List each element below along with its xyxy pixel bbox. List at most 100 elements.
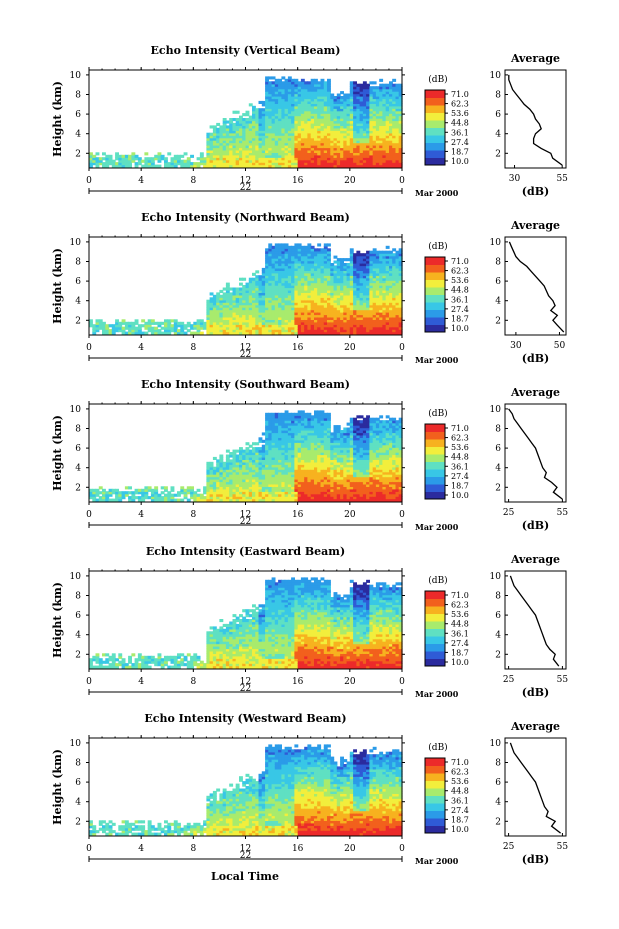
heatmap-cell — [232, 147, 237, 151]
heatmap-cell — [229, 127, 234, 131]
heatmap-cell — [245, 113, 250, 117]
heatmap-cell — [252, 162, 256, 166]
heatmap-cell — [212, 145, 217, 149]
colorbar-label: 10.0 — [451, 157, 469, 166]
heatmap-cell — [239, 142, 243, 146]
heatmap-cell — [268, 149, 273, 153]
heatmap-cell — [252, 149, 256, 153]
heatmap-cell — [314, 149, 318, 153]
heatmap-cell — [232, 154, 237, 158]
heatmap-cell — [320, 157, 325, 161]
heatmap-cell — [300, 98, 305, 102]
heatmap-cell — [271, 135, 276, 139]
heatmap-cell — [287, 81, 292, 85]
heatmap-cell — [239, 149, 243, 153]
heatmap-cell — [294, 91, 299, 95]
heatmap-cell — [323, 120, 328, 124]
avg-x-label: (dB) — [522, 352, 549, 365]
heatmap-cell — [274, 86, 279, 90]
heatmap-cell — [304, 98, 309, 102]
heatmap-cell — [258, 113, 263, 117]
heatmap-cell — [242, 162, 247, 166]
avg-profile-line — [508, 74, 563, 166]
panel-title: Echo Intensity (Northward Beam) — [141, 211, 350, 224]
heatmap-cell — [89, 152, 93, 156]
heatmap-cell — [317, 140, 322, 144]
heatmap-cell — [261, 122, 266, 126]
heatmap-cell — [284, 86, 289, 90]
heatmap-cell — [310, 147, 315, 151]
heatmap-cell — [284, 137, 289, 141]
heatmap-cell — [317, 108, 322, 112]
heatmap-cell — [216, 135, 221, 139]
colorbar-swatch — [425, 157, 445, 166]
heatmap-cell — [255, 149, 260, 153]
heatmap-cell — [287, 142, 292, 146]
heatmap-cell — [291, 145, 295, 149]
heatmap-cell — [297, 88, 302, 92]
heatmap-cell — [248, 132, 253, 136]
heatmap-cell — [300, 105, 305, 109]
heatmap-cell — [287, 105, 292, 109]
heatmap-cell — [291, 98, 295, 102]
heatmap-cell — [297, 103, 302, 107]
heatmap-cell — [245, 140, 250, 144]
heatmap-cell — [258, 110, 263, 114]
heatmap-cell — [222, 142, 227, 146]
heatmap-cell — [307, 140, 312, 144]
heatmap-cell — [245, 132, 250, 136]
heatmap-cell — [320, 135, 325, 139]
heatmap-cell — [278, 86, 282, 90]
heatmap-cell — [317, 83, 322, 87]
heatmap-cell — [242, 145, 247, 149]
heatmap-cell — [261, 130, 266, 134]
heatmap-cell — [294, 115, 299, 119]
heatmap-cell — [281, 100, 286, 104]
avg-x-tick-label: 50 — [554, 341, 566, 351]
heatmap-cell — [320, 159, 325, 163]
heatmap-cell — [229, 147, 234, 151]
heatmap-cell — [310, 93, 315, 97]
heatmap-cell — [219, 157, 224, 161]
heatmap-cell — [177, 159, 181, 163]
heatmap-cell — [229, 140, 234, 144]
heatmap-cell — [320, 78, 325, 82]
heatmap-cell — [310, 113, 315, 117]
heatmap-cell — [297, 147, 302, 151]
heatmap-cell — [209, 125, 214, 129]
heatmap-cell — [98, 159, 103, 163]
heatmap-cell — [314, 93, 318, 97]
heatmap-cell — [291, 149, 295, 153]
heatmap-cell — [229, 154, 234, 158]
heatmap-cell — [287, 122, 292, 126]
heatmap-cell — [144, 157, 149, 161]
heatmap-cell — [274, 154, 279, 158]
heatmap-cell — [274, 96, 279, 100]
heatmap-cell — [274, 81, 279, 85]
heatmap-cell — [255, 115, 260, 119]
heatmap-cell — [225, 135, 230, 139]
heatmap-cell — [323, 154, 328, 158]
heatmap-cell — [261, 115, 266, 119]
heatmap-cell — [310, 145, 315, 149]
heatmap-cell — [320, 145, 325, 149]
heatmap-cell — [255, 113, 260, 117]
heatmap-cell — [258, 122, 263, 126]
heatmap-cell — [291, 91, 295, 95]
heatmap-cell — [317, 243, 322, 247]
heatmap-cell — [248, 118, 253, 122]
heatmap-cell — [203, 164, 207, 168]
heatmap-cell — [291, 122, 295, 126]
heatmap-cell — [294, 152, 299, 156]
heatmap-cell — [281, 118, 286, 122]
heatmap-cell — [323, 93, 328, 97]
heatmap-cell — [310, 140, 315, 144]
heatmap-cell — [222, 137, 227, 141]
colorbar-label: 10.0 — [451, 324, 469, 333]
heatmap-cell — [323, 110, 328, 114]
heatmap-cell — [278, 98, 282, 102]
heatmap-cell — [300, 83, 305, 87]
colorbar-unit: (dB) — [428, 74, 447, 85]
heatmap-cell — [154, 157, 159, 161]
heatmap-cell — [291, 78, 295, 82]
